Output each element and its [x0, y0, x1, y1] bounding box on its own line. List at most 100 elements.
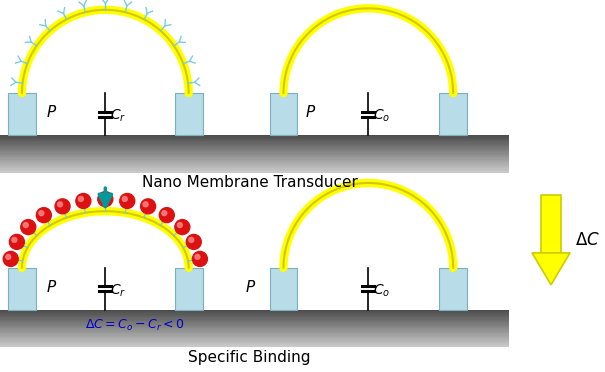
Bar [0, 166, 509, 168]
Text: $P$: $P$ [306, 104, 316, 120]
Bar [0, 321, 509, 323]
Circle shape [12, 237, 17, 243]
Bar [0, 139, 509, 141]
Bar [0, 170, 509, 171]
Bar [0, 327, 509, 329]
Circle shape [36, 208, 51, 222]
Text: $\Delta C = C_o - C_r < 0$: $\Delta C = C_o - C_r < 0$ [85, 318, 185, 333]
Bar [0, 311, 509, 313]
Circle shape [100, 195, 105, 200]
Circle shape [76, 193, 91, 208]
Bar [0, 328, 509, 330]
Bar [0, 320, 509, 321]
Bar [0, 318, 509, 320]
Bar [0, 337, 509, 339]
Bar [269, 93, 298, 135]
Bar [175, 93, 203, 135]
Bar [0, 156, 509, 158]
Bar [0, 163, 509, 165]
Bar [0, 333, 509, 335]
Bar [0, 343, 509, 345]
Bar [0, 145, 509, 147]
Bar [0, 315, 509, 317]
Circle shape [140, 199, 155, 214]
Text: $C_r$: $C_r$ [110, 283, 126, 299]
Circle shape [162, 211, 167, 216]
Bar [0, 160, 509, 161]
Bar [0, 334, 509, 336]
Circle shape [39, 211, 44, 216]
Bar [0, 154, 509, 155]
Text: $P$: $P$ [46, 104, 57, 120]
Bar [0, 5, 509, 135]
Bar [8, 93, 36, 135]
Circle shape [120, 193, 135, 208]
Bar [541, 195, 561, 253]
Bar [0, 323, 509, 325]
Bar [269, 268, 298, 310]
Bar [0, 161, 509, 163]
Circle shape [10, 234, 24, 249]
Circle shape [5, 254, 11, 259]
Circle shape [55, 199, 70, 214]
Circle shape [175, 219, 190, 235]
Bar [0, 151, 509, 153]
Circle shape [159, 208, 174, 222]
Bar [0, 180, 509, 310]
Bar [0, 332, 509, 334]
Bar [0, 339, 509, 341]
Bar [0, 314, 509, 315]
Bar [0, 141, 509, 143]
Bar [0, 152, 509, 154]
Text: $C_o$: $C_o$ [373, 283, 391, 299]
Bar [439, 268, 467, 310]
Bar [0, 157, 509, 159]
Bar [0, 316, 509, 318]
Polygon shape [532, 253, 570, 285]
Circle shape [122, 196, 127, 202]
Bar [0, 136, 509, 138]
Bar [0, 330, 509, 331]
Bar [0, 146, 509, 148]
Bar [0, 162, 509, 164]
Text: $P$: $P$ [244, 279, 256, 295]
Text: $C_r$: $C_r$ [110, 108, 126, 124]
Circle shape [186, 234, 201, 249]
Text: $\Delta C$: $\Delta C$ [575, 231, 600, 249]
Bar [0, 336, 509, 337]
Bar [0, 158, 509, 160]
Bar [175, 268, 203, 310]
Bar [0, 165, 509, 166]
Bar [0, 326, 509, 327]
Bar [0, 167, 509, 169]
Circle shape [79, 196, 83, 202]
Bar [0, 140, 509, 142]
Bar [0, 150, 509, 152]
Text: $C_o$: $C_o$ [373, 108, 391, 124]
Circle shape [57, 202, 62, 207]
Bar [0, 344, 509, 346]
Bar [0, 331, 509, 333]
Bar [0, 324, 509, 326]
Bar [0, 342, 509, 343]
Circle shape [3, 251, 18, 266]
Circle shape [195, 254, 200, 259]
Circle shape [189, 237, 194, 243]
Circle shape [23, 222, 28, 228]
Bar [8, 268, 36, 310]
Bar [0, 169, 509, 170]
Bar [0, 142, 509, 144]
Bar [0, 144, 509, 145]
Circle shape [192, 251, 208, 266]
Bar [0, 138, 509, 139]
Text: $P$: $P$ [46, 279, 57, 295]
Text: Nano Membrane Transducer: Nano Membrane Transducer [142, 175, 358, 190]
Bar [0, 149, 509, 150]
Bar [0, 338, 509, 340]
Circle shape [143, 202, 148, 207]
Bar [0, 171, 509, 173]
Bar [0, 135, 509, 137]
Text: Specific Binding: Specific Binding [188, 350, 311, 365]
Circle shape [98, 192, 113, 206]
Bar [0, 340, 509, 342]
